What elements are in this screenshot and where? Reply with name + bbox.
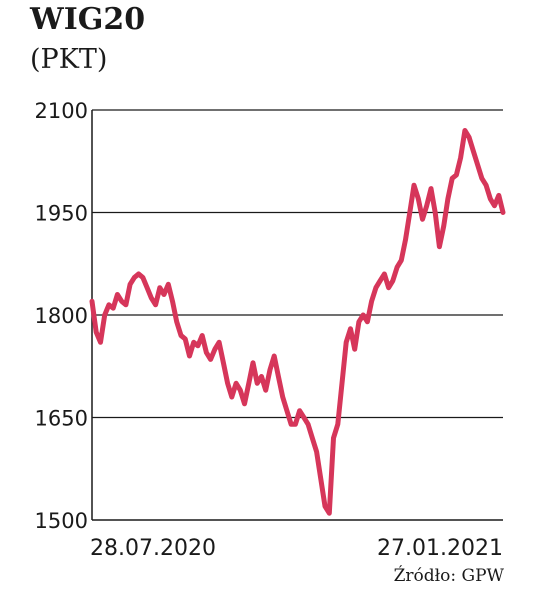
y-tick-label: 1800 <box>35 304 88 328</box>
chart-unit: (PKT) <box>30 44 108 75</box>
chart-title: WIG20 <box>30 2 146 37</box>
source-note: Źródło: GPW <box>393 566 504 586</box>
x-tick-label-start: 28.07.2020 <box>90 536 216 561</box>
y-tick-label: 1950 <box>35 202 88 226</box>
y-tick-label: 2100 <box>35 99 88 123</box>
series-line-wig20 <box>89 128 506 516</box>
y-tick-label: 1500 <box>35 509 88 533</box>
x-tick-label-end: 27.01.2021 <box>377 536 503 561</box>
y-tick-label: 1650 <box>35 407 88 431</box>
